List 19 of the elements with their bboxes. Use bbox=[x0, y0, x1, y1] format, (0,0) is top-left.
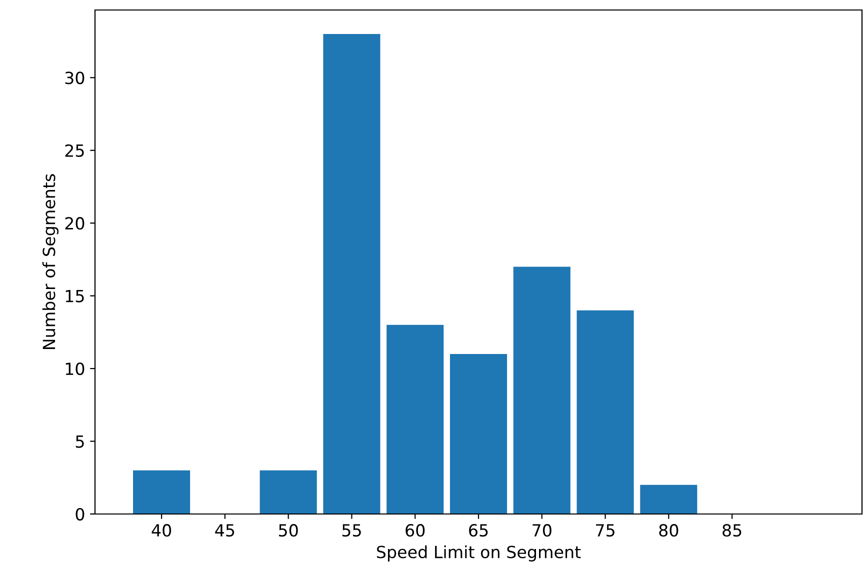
y-tick-label: 25 bbox=[65, 144, 84, 157]
x-tick-label: 60 bbox=[406, 524, 425, 537]
x-tick-label: 75 bbox=[596, 524, 614, 537]
y-tick-label: 10 bbox=[66, 362, 84, 376]
y-tick-label: 30 bbox=[65, 72, 84, 84]
x-tick-label: 55 bbox=[342, 524, 361, 537]
y-tick-label: 20 bbox=[65, 217, 84, 230]
y-tick-label: 0 bbox=[76, 508, 84, 521]
y-tick-label: 15 bbox=[66, 290, 84, 302]
x-tick-label: 85 bbox=[722, 524, 742, 537]
x-tick-label: 80 bbox=[659, 524, 678, 537]
y-tick-label: 5 bbox=[76, 435, 84, 448]
y-axis-title: Number of Segments bbox=[42, 174, 59, 350]
x-tick-label: 45 bbox=[215, 524, 234, 537]
x-axis-title: Speed Limit on Segment bbox=[376, 545, 581, 562]
x-tick-label: 50 bbox=[279, 524, 298, 537]
x-tick-label: 70 bbox=[532, 524, 552, 537]
x-tick-label: 40 bbox=[152, 524, 172, 537]
x-tick-label: 65 bbox=[469, 524, 488, 537]
